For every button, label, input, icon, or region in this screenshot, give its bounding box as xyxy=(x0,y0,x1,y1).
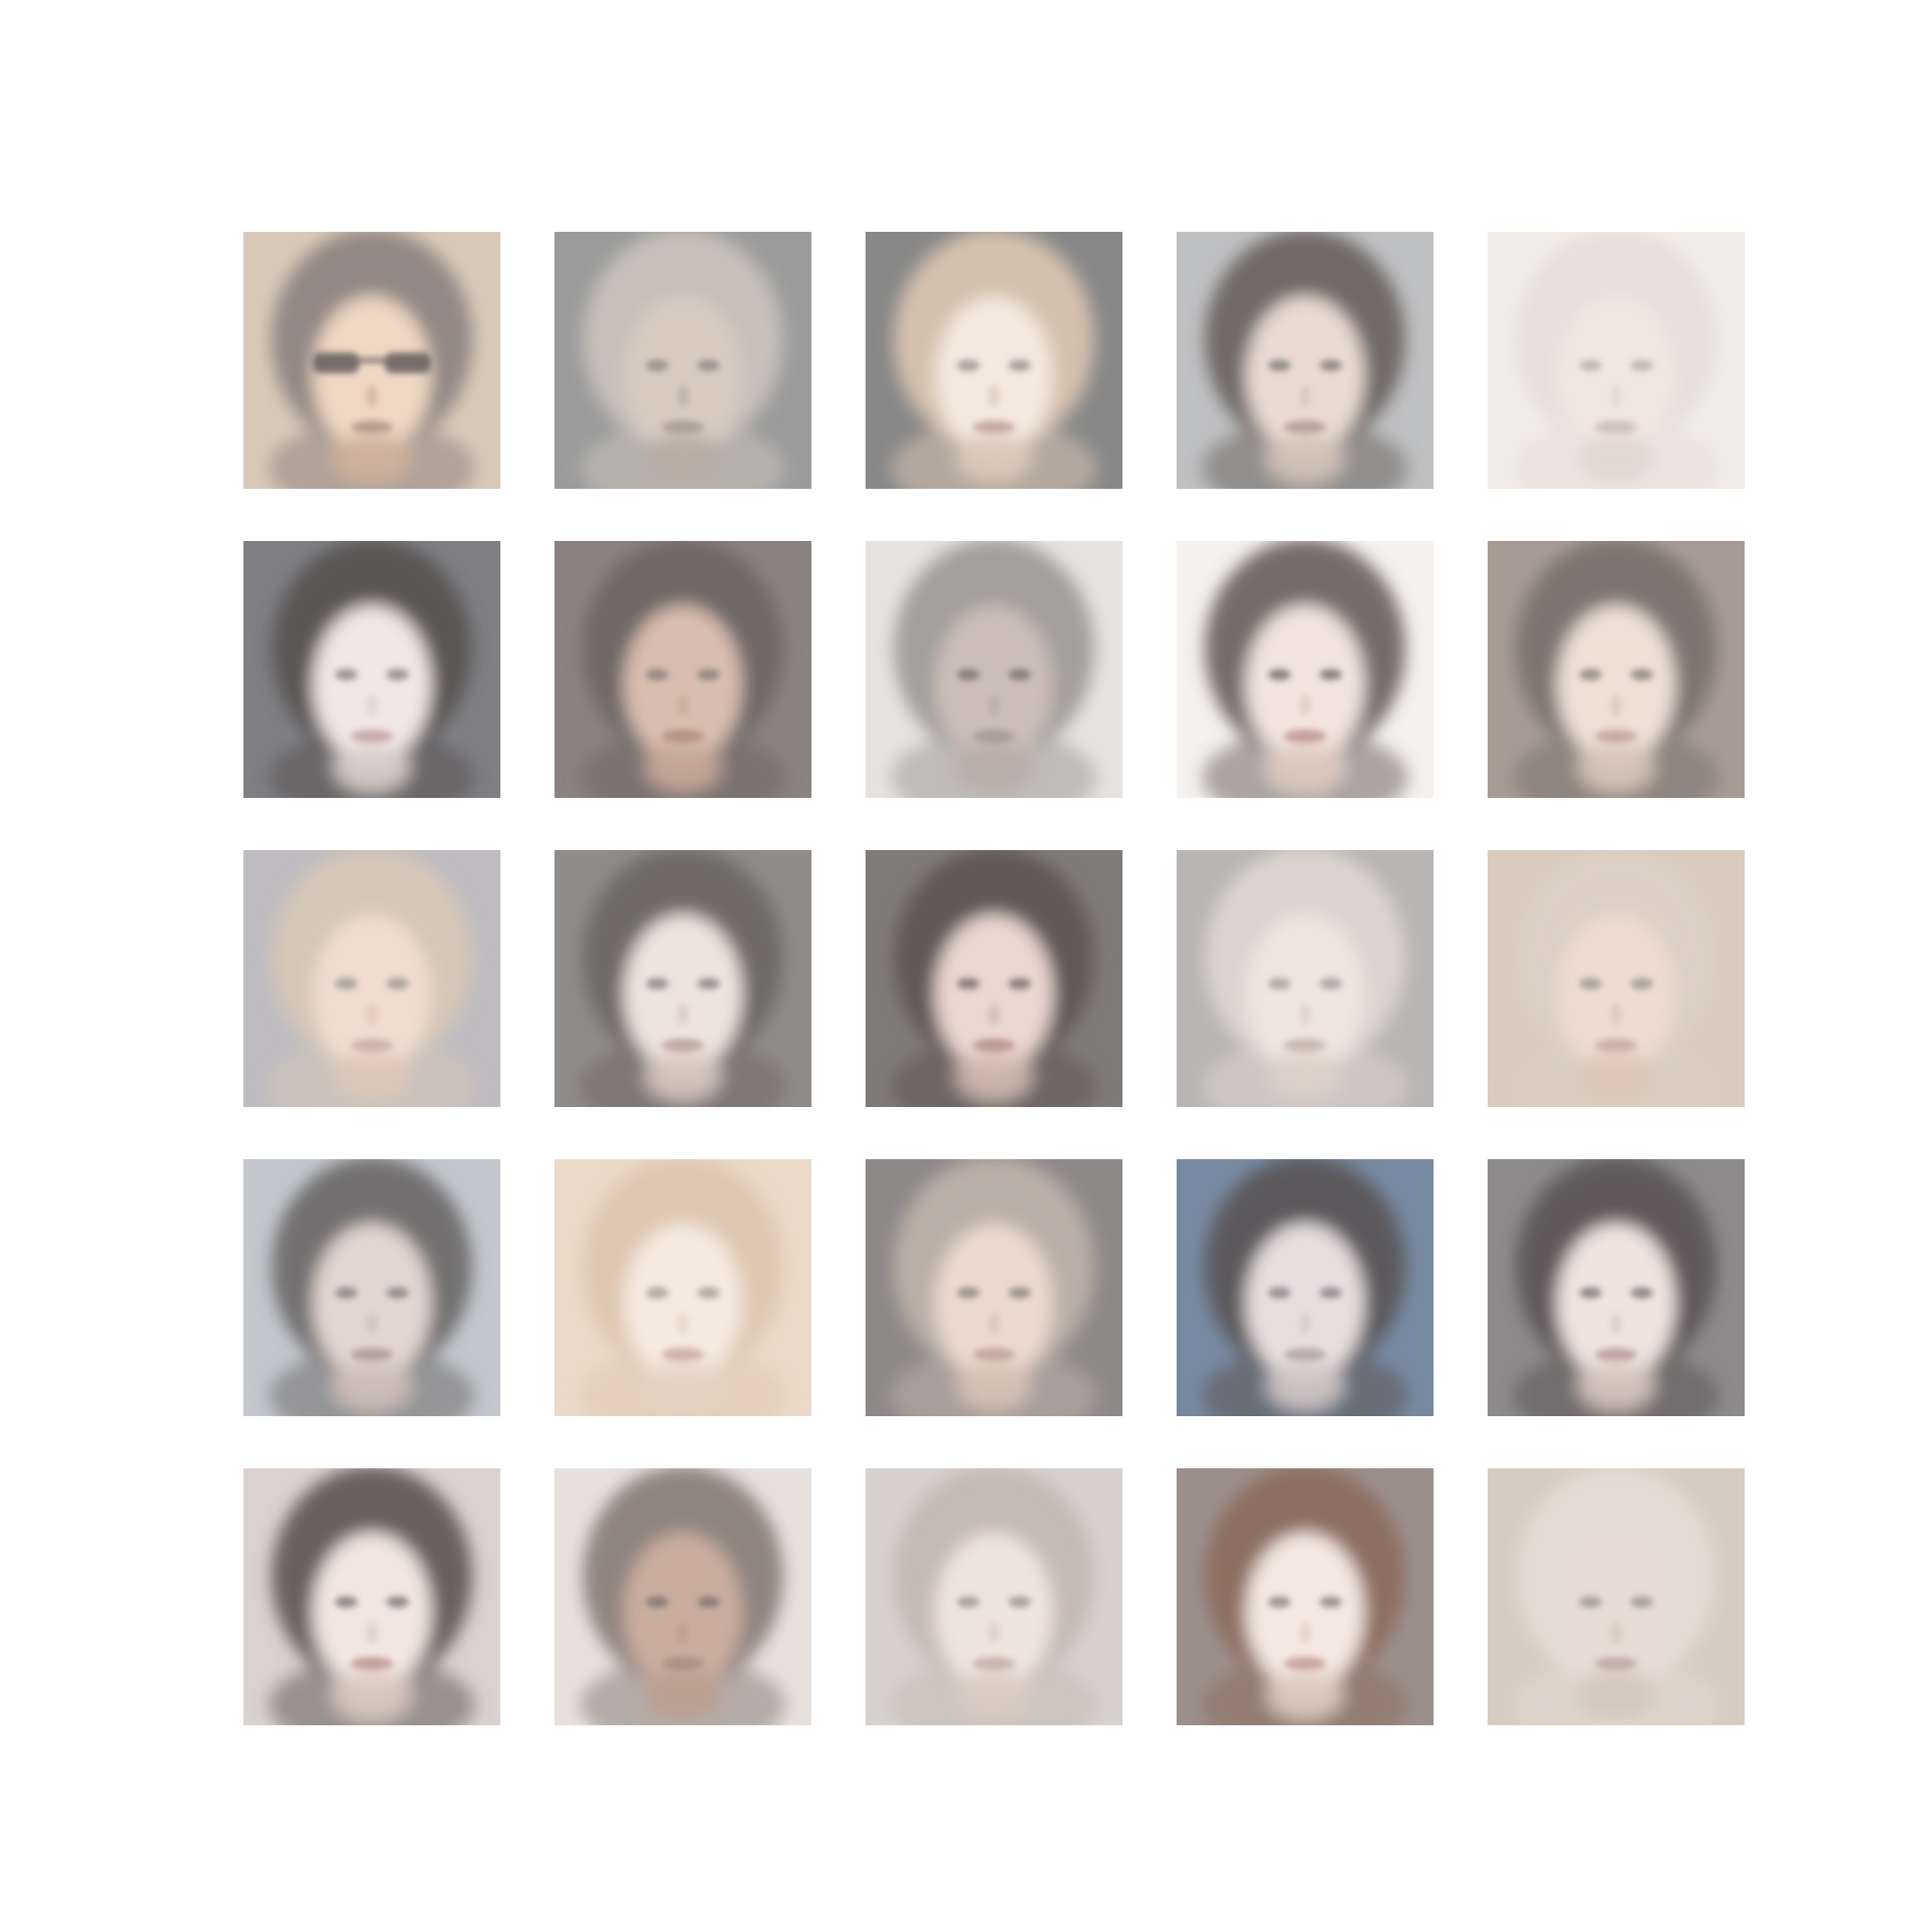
generated-face-image xyxy=(866,541,1122,798)
generated-face-image xyxy=(243,541,500,798)
generated-face-image xyxy=(1177,541,1434,798)
generated-face-image xyxy=(1488,541,1745,798)
generated-face-image xyxy=(554,850,811,1107)
generated-face-image xyxy=(866,850,1122,1107)
face-image-tile xyxy=(1177,541,1434,798)
face-image-tile xyxy=(554,850,811,1107)
face-image-tile xyxy=(1177,1468,1434,1725)
generated-face-image xyxy=(1177,1468,1434,1725)
face-image-tile xyxy=(1488,1159,1745,1416)
generated-face-image xyxy=(554,541,811,798)
face-grid xyxy=(243,232,1745,1725)
face-image-tile xyxy=(243,232,500,489)
generated-face-image xyxy=(1177,850,1434,1107)
face-image-tile xyxy=(866,850,1122,1107)
generated-face-image xyxy=(1488,232,1745,489)
generated-face-image xyxy=(866,1159,1122,1416)
face-image-tile xyxy=(1488,850,1745,1107)
face-image-tile xyxy=(243,541,500,798)
face-image-tile xyxy=(866,1159,1122,1416)
generated-face-image xyxy=(554,232,811,489)
generated-face-image xyxy=(1488,1159,1745,1416)
face-image-tile xyxy=(866,1468,1122,1725)
generated-face-image xyxy=(866,1468,1122,1725)
generated-face-image xyxy=(1488,1468,1745,1725)
face-image-tile xyxy=(1177,1159,1434,1416)
generated-face-image xyxy=(1488,850,1745,1107)
face-image-tile xyxy=(1488,232,1745,489)
generated-face-image xyxy=(1177,232,1434,489)
face-image-tile xyxy=(1177,850,1434,1107)
face-image-tile xyxy=(1488,1468,1745,1725)
face-image-tile xyxy=(243,1468,500,1725)
face-image-tile xyxy=(866,232,1122,489)
face-image-tile xyxy=(1177,232,1434,489)
generated-face-image xyxy=(866,232,1122,489)
face-image-tile xyxy=(554,232,811,489)
face-image-tile xyxy=(554,1159,811,1416)
generated-face-image xyxy=(554,1468,811,1725)
face-image-tile xyxy=(554,541,811,798)
face-image-tile xyxy=(1488,541,1745,798)
generated-face-image xyxy=(243,232,500,489)
generated-face-image xyxy=(1177,1159,1434,1416)
generated-face-image xyxy=(554,1159,811,1416)
face-image-tile xyxy=(554,1468,811,1725)
face-image-tile xyxy=(243,1159,500,1416)
face-image-tile xyxy=(866,541,1122,798)
generated-face-image xyxy=(243,850,500,1107)
generated-face-image xyxy=(243,1159,500,1416)
face-image-tile xyxy=(243,850,500,1107)
generated-face-image xyxy=(243,1468,500,1725)
